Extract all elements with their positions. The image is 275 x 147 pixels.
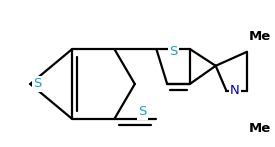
Text: Me: Me <box>249 30 271 43</box>
Text: S: S <box>169 45 178 58</box>
Text: Me: Me <box>249 122 271 135</box>
Text: S: S <box>34 77 42 91</box>
Text: N: N <box>230 85 240 97</box>
Text: S: S <box>138 106 147 118</box>
